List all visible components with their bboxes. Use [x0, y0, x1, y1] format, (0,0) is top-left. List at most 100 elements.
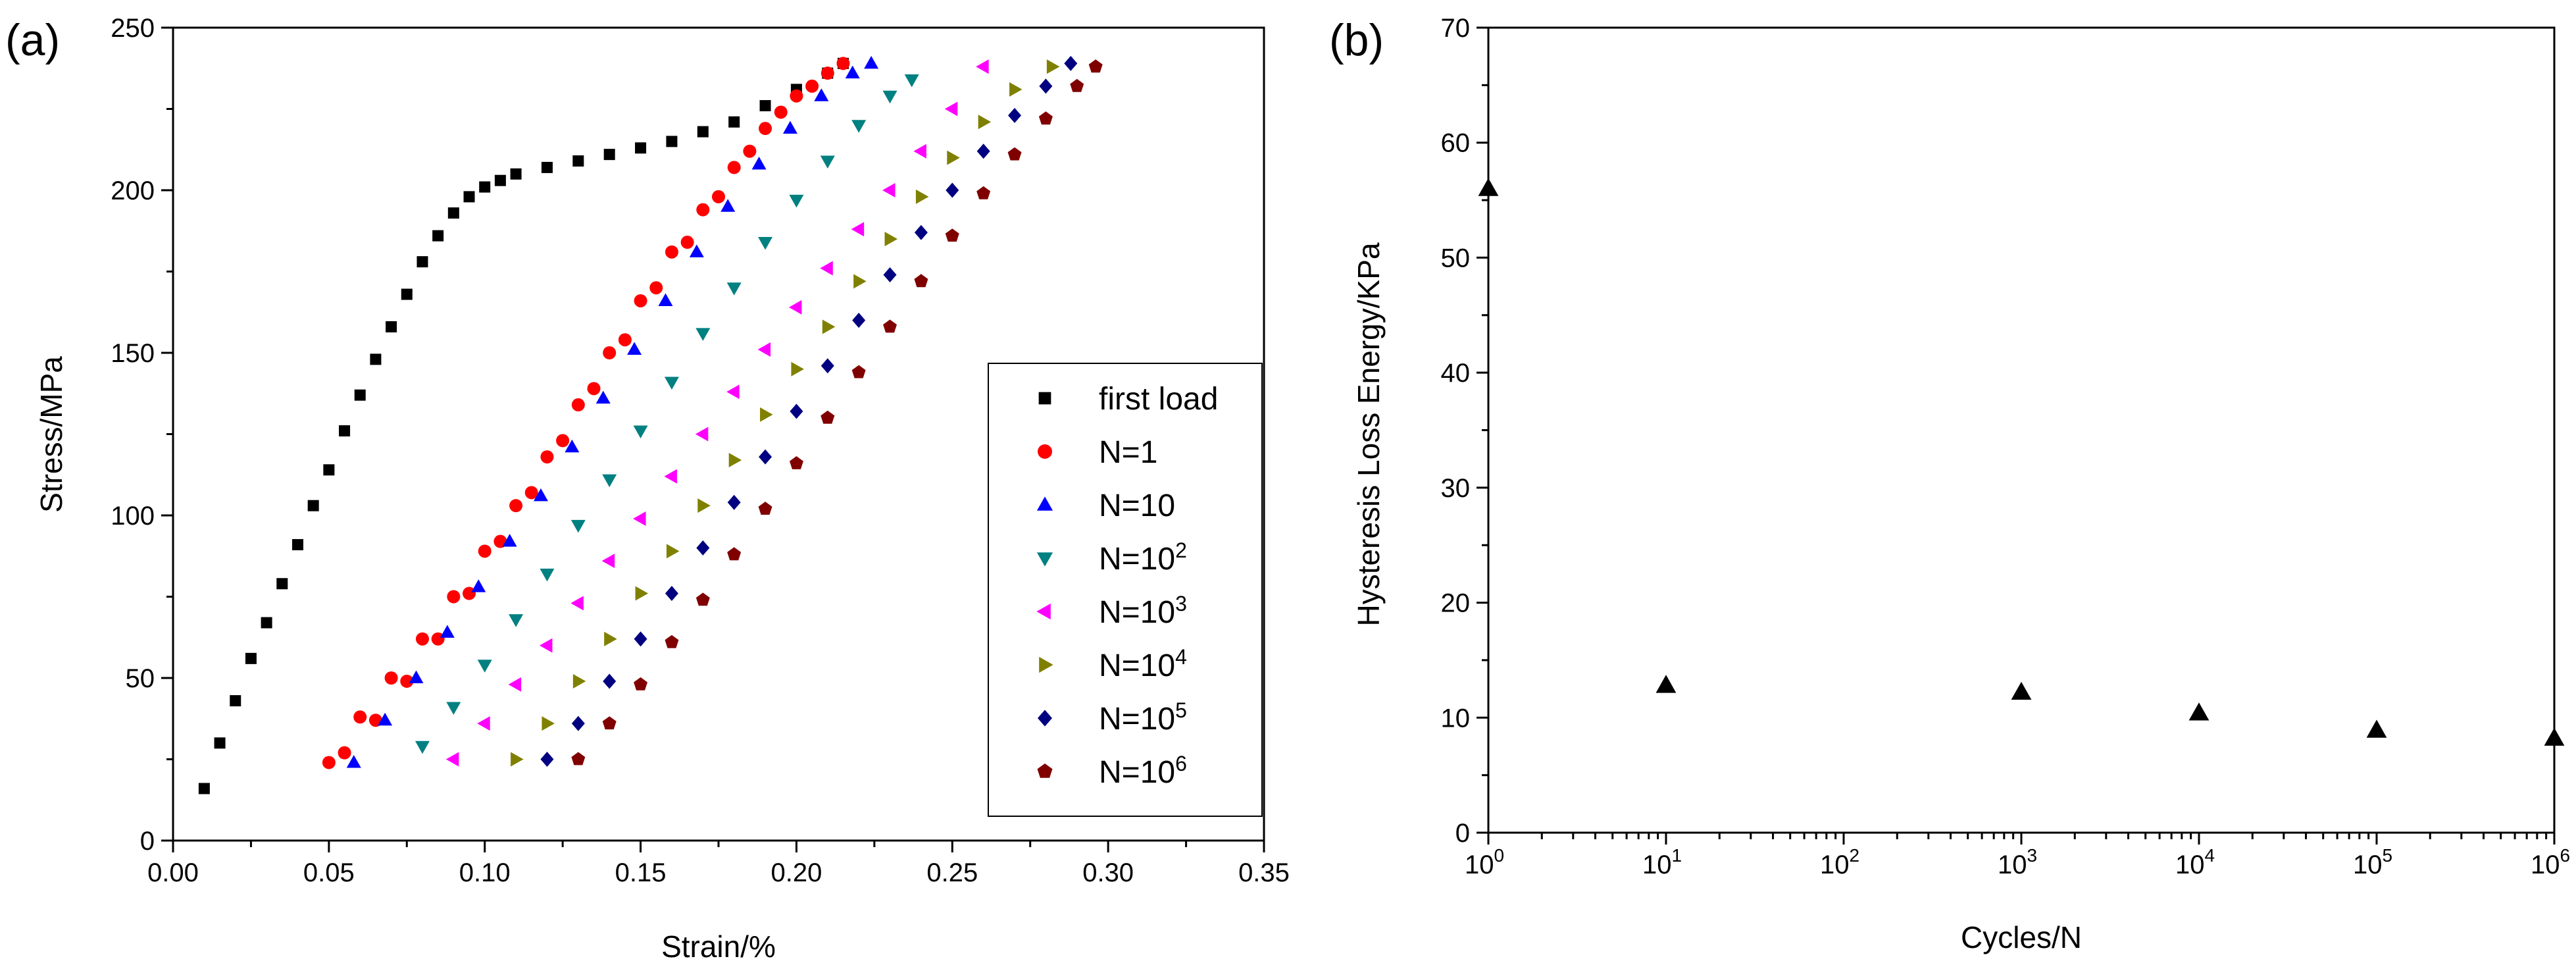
x-tick-label-b: 105 [2353, 845, 2392, 879]
point-n-10-4 [666, 544, 680, 559]
point-n-10 [346, 754, 361, 768]
point-n-1 [400, 674, 414, 688]
point-first-load [386, 321, 397, 332]
y-tick-label-a: 200 [111, 176, 155, 205]
point-n-10-5 [665, 586, 678, 602]
panel-label-b: (b) [1329, 15, 1384, 65]
point-n-1 [509, 499, 523, 513]
point-hysteresis [2011, 681, 2032, 700]
legend-marker-n-10 [1036, 496, 1053, 511]
point-n-10-4 [542, 716, 555, 731]
point-n-10-6 [821, 410, 835, 424]
point-n-10-2 [851, 120, 867, 133]
point-n-10-6 [602, 716, 617, 730]
legend-marker-n-10-6 [1037, 763, 1053, 778]
point-n-10-5 [1008, 107, 1022, 123]
point-n-10-4 [1046, 59, 1060, 74]
point-n-10-5 [1064, 55, 1078, 71]
point-n-1 [587, 382, 601, 396]
point-n-10-3 [570, 596, 584, 611]
point-n-10 [814, 88, 829, 101]
point-n-1 [603, 346, 617, 359]
y-tick-label-b: 60 [1441, 129, 1471, 158]
point-first-load [417, 256, 428, 268]
point-n-1 [447, 590, 461, 604]
point-n-10-2 [758, 237, 773, 250]
x-tick-label-b: 100 [1465, 845, 1504, 879]
point-n-1 [790, 89, 803, 103]
point-n-10-6 [883, 319, 897, 333]
point-n-1 [665, 245, 678, 259]
point-n-10-6 [665, 635, 679, 648]
point-n-10-2 [664, 377, 679, 390]
point-first-load [479, 181, 491, 193]
point-n-10 [595, 390, 611, 404]
point-n-10 [864, 55, 879, 69]
point-n-10-2 [882, 90, 897, 104]
point-first-load [245, 652, 257, 664]
point-first-load [666, 136, 678, 147]
chart-b-ticks: 100 101 102 103 104 105 106 0 10 20 30 40 50 60 70 [1441, 14, 2571, 879]
x-tick-label-a: 0.10 [459, 858, 511, 887]
chart-a-ylabel: Stress/MPa [34, 356, 68, 513]
chart-b: (b) 100 101 102 103 104 105 106 0 10 20 30 40 50 60 70… [1329, 14, 2570, 954]
point-first-load [323, 464, 335, 476]
point-n-10-5 [821, 358, 834, 374]
point-n-1 [774, 105, 788, 119]
point-n-1 [712, 190, 725, 203]
point-first-load [401, 288, 413, 300]
point-first-load [230, 695, 241, 707]
point-n-1 [353, 710, 367, 724]
point-n-1 [556, 434, 570, 448]
point-n-1 [759, 122, 772, 136]
x-tick-label-a: 0.30 [1082, 858, 1134, 887]
point-n-10-4 [822, 319, 836, 334]
point-n-10 [689, 244, 704, 257]
chart-b-ylabel: Hysteresis Loss Energy/KPa [1351, 242, 1386, 626]
point-first-load [339, 425, 351, 437]
point-first-load [541, 161, 553, 173]
point-n-1 [727, 161, 741, 174]
point-n-10-6 [571, 752, 586, 766]
point-first-load [603, 149, 615, 161]
point-n-10-5 [790, 403, 803, 419]
point-n-10-4 [760, 407, 773, 422]
point-first-load [635, 142, 647, 154]
y-tick-label-a: 250 [111, 14, 155, 43]
x-tick-label-a: 0.35 [1238, 858, 1290, 887]
point-n-10-3 [633, 511, 646, 526]
legend-marker-first-load [1038, 392, 1051, 405]
point-first-load [759, 100, 771, 112]
point-n-1 [540, 450, 554, 464]
point-n-1 [384, 671, 398, 685]
point-n-10-2 [789, 194, 804, 208]
point-first-load [432, 230, 444, 242]
y-tick-label-b: 0 [1455, 819, 1470, 848]
y-tick-label-a: 150 [111, 339, 155, 368]
point-n-1 [415, 632, 429, 646]
point-n-10 [627, 342, 642, 355]
y-tick-label-a: 50 [126, 664, 155, 693]
point-n-10-5 [759, 449, 772, 465]
point-n-1 [805, 79, 819, 93]
point-n-10-6 [1038, 111, 1053, 125]
point-n-10-5 [946, 182, 959, 198]
point-n-10 [565, 439, 580, 453]
point-first-load [494, 174, 506, 186]
point-first-load [728, 116, 740, 128]
point-n-10-5 [727, 494, 741, 510]
chart-b-marks [1478, 178, 2565, 746]
point-n-10-6 [1070, 78, 1084, 92]
point-first-load [370, 353, 382, 365]
y-tick-label-a: 0 [140, 827, 155, 856]
point-n-10-5 [696, 540, 710, 556]
chart-a-frame [172, 26, 1265, 842]
point-first-load [198, 783, 210, 794]
point-n-10-2 [726, 282, 742, 296]
chart-a-marks [198, 55, 1103, 794]
point-n-10-4 [915, 189, 929, 204]
y-tick-label-b: 70 [1441, 14, 1471, 43]
point-n-10-2 [415, 741, 430, 754]
point-n-10-3 [944, 101, 958, 117]
